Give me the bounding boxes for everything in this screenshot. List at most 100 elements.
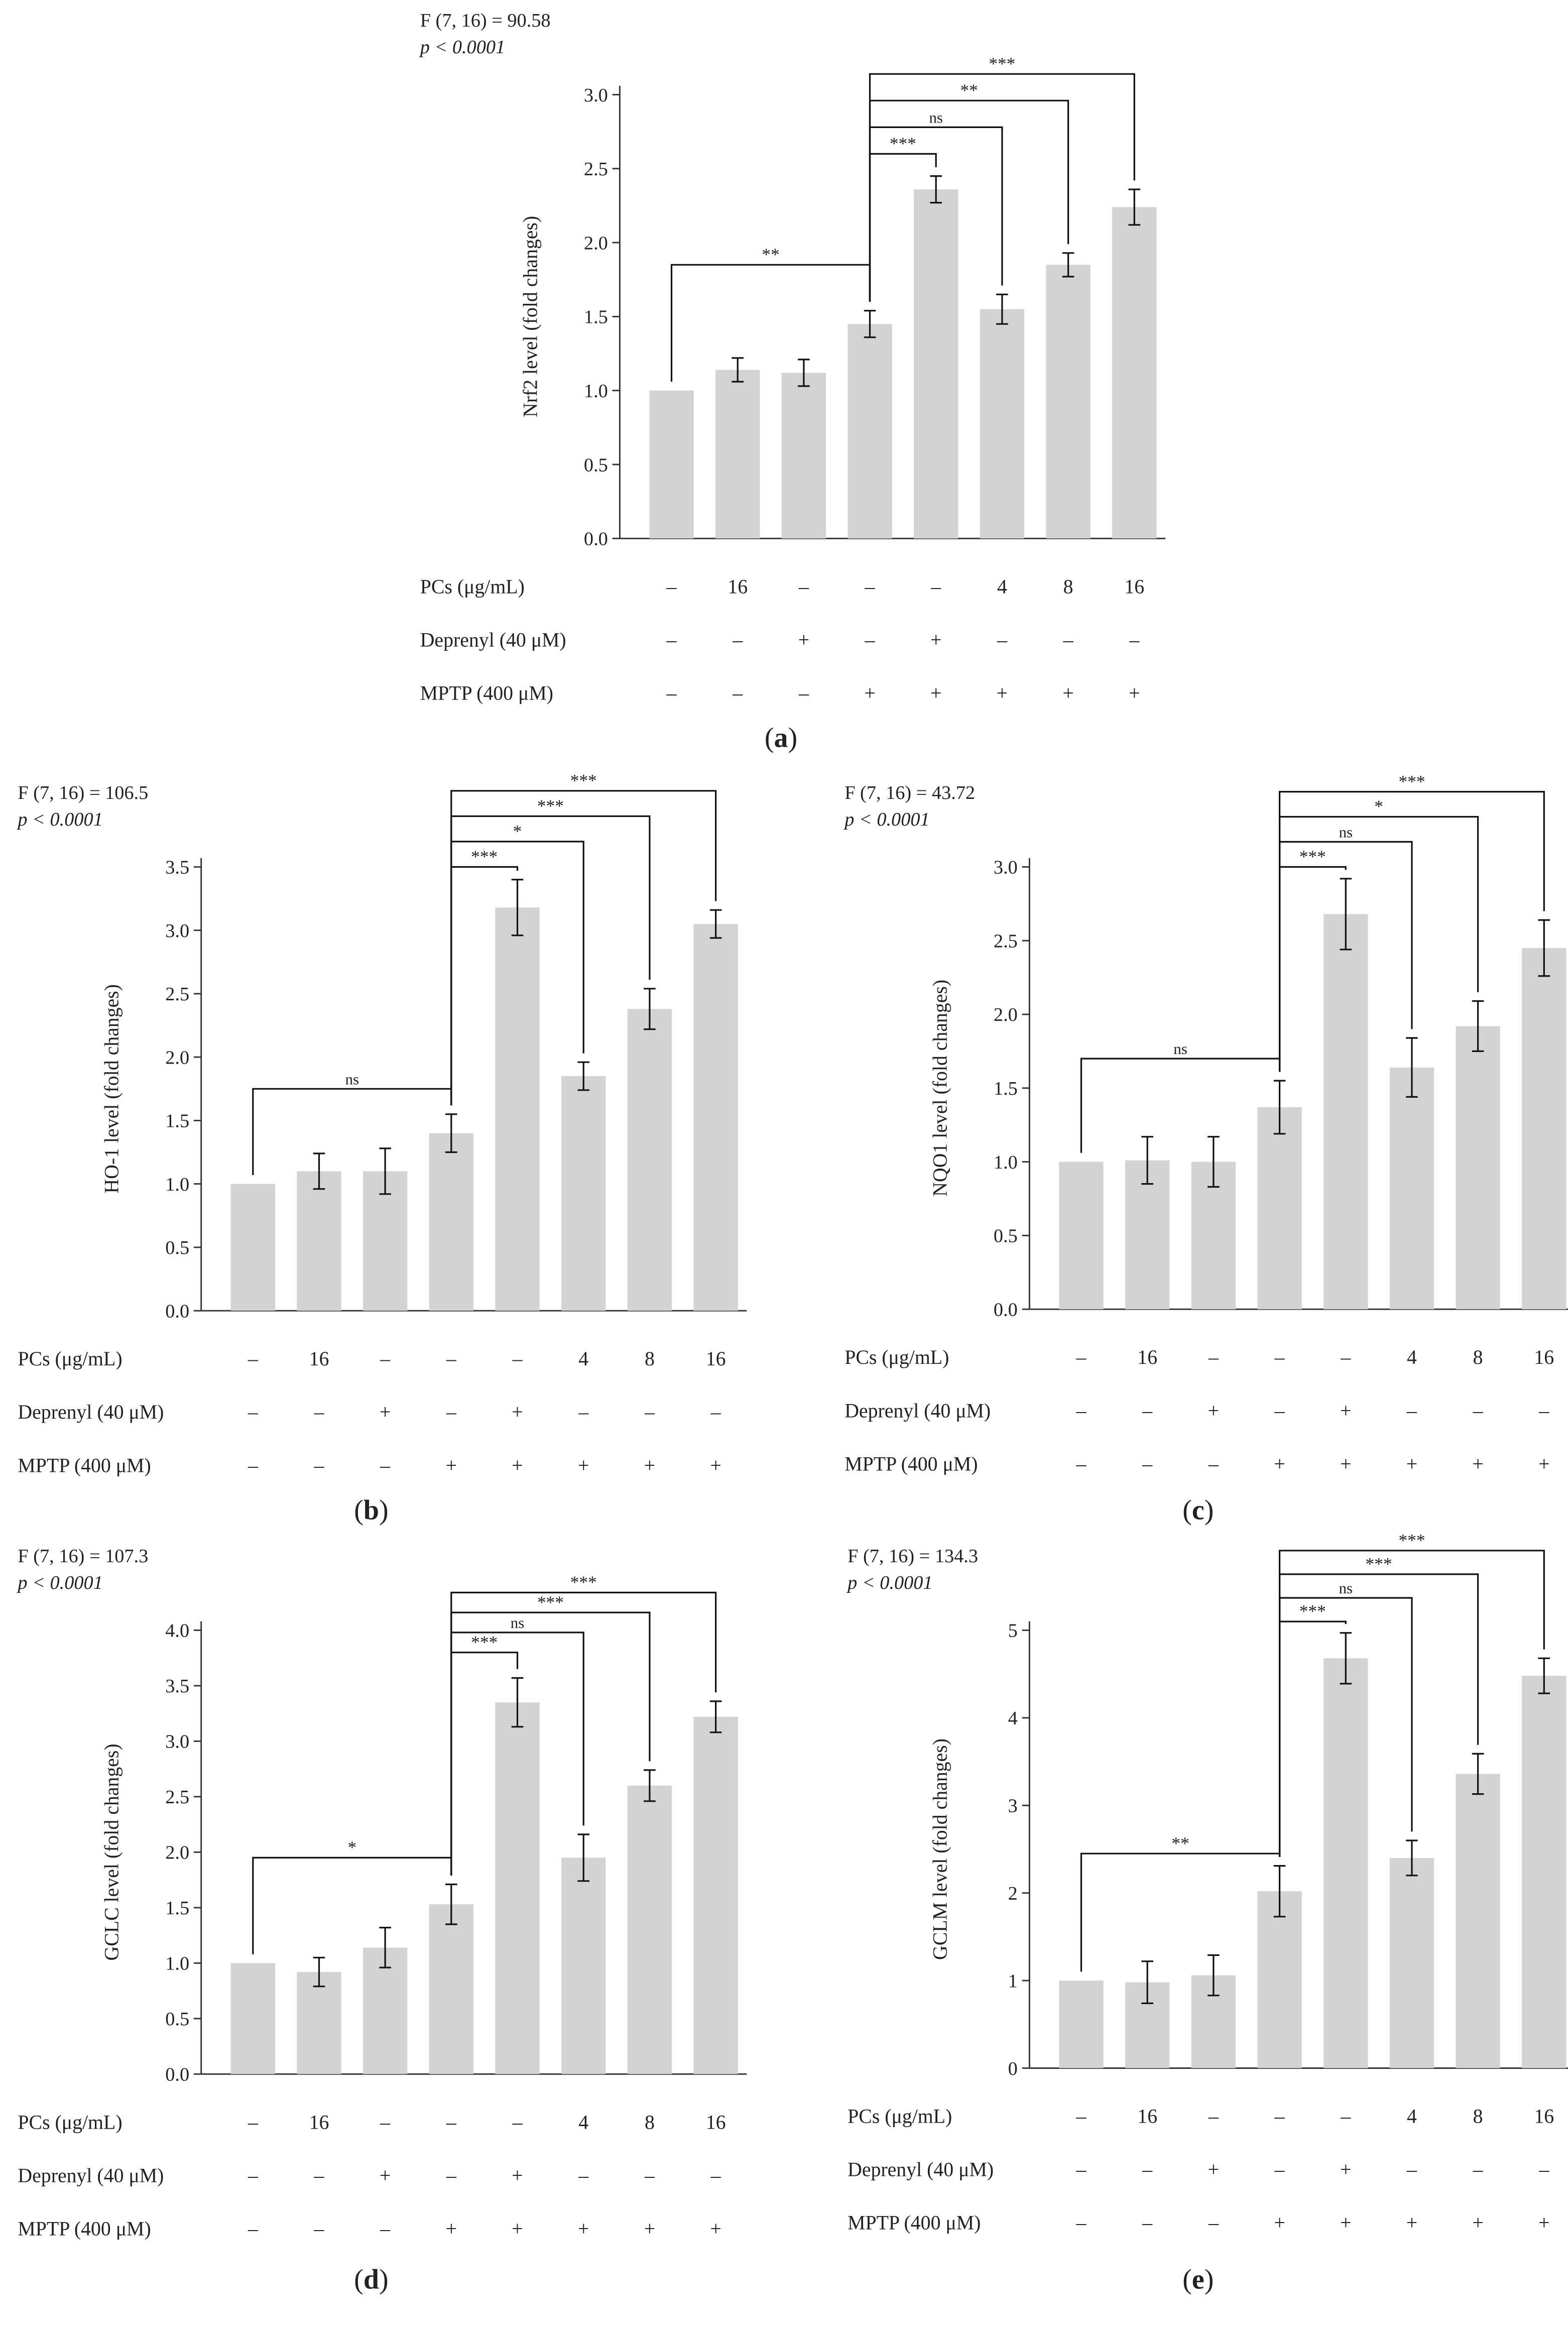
significance-label-2: *** (1299, 1601, 1326, 1621)
condition-mptp-1: – (1076, 2212, 1087, 2234)
significance-label-3: * (513, 821, 522, 841)
row-label-mptp: MPTP (400 μM) (848, 2212, 981, 2234)
bar-1 (230, 1184, 275, 1311)
condition-deprenyl-3: + (380, 2164, 391, 2186)
y-tick-label: 3.0 (165, 1731, 189, 1753)
stat-p-value: p < 0.0001 (419, 37, 505, 58)
condition-pcs-3: – (380, 1348, 391, 1370)
condition-pcs-2: 16 (309, 1348, 329, 1370)
bar-6 (1389, 1857, 1434, 2068)
condition-deprenyl-8: – (1538, 2159, 1549, 2181)
bar-7 (1456, 1774, 1500, 2068)
condition-deprenyl-7: – (1473, 1400, 1484, 1422)
condition-deprenyl-1: – (666, 629, 677, 651)
chart-panel-b: F (7, 16) = 106.5 p < 0.0001 0.0 0.5 1.0 1.5 2… (16, 770, 747, 1526)
condition-mptp-1: – (1076, 1453, 1087, 1475)
bar-8 (1522, 1676, 1566, 2068)
condition-deprenyl-3: + (798, 629, 809, 651)
row-label-pcs: PCs (μg/mL) (845, 1346, 949, 1368)
y-tick-label: 2 (1008, 1883, 1018, 1904)
significance-label-1: ** (762, 245, 779, 265)
y-tick-label: 1.0 (584, 381, 608, 402)
condition-deprenyl-5: + (1340, 1400, 1351, 1422)
y-tick-label: 3 (1008, 1796, 1018, 1817)
y-tick-label: 1.5 (165, 1898, 189, 1919)
condition-deprenyl-4: – (446, 2164, 457, 2186)
condition-mptp-8: + (1129, 682, 1140, 705)
significance-bracket-5 (450, 1591, 717, 1876)
chart-panel-e: F (7, 16) = 134.3 p < 0.0001 0 1 2 3 4 5 GCLM le… (846, 1530, 1568, 2295)
condition-mptp-6: + (1406, 1453, 1417, 1475)
row-label-pcs: PCs (μg/mL) (18, 2111, 122, 2133)
condition-deprenyl-2: – (1142, 1400, 1153, 1422)
stat-f-value: F (7, 16) = 43.72 (845, 782, 975, 803)
bar-4 (429, 1904, 473, 2074)
y-tick-label: 2.0 (584, 232, 608, 254)
condition-deprenyl-3: + (380, 1401, 391, 1423)
bar-1 (1059, 1161, 1104, 1310)
significance-label-2: *** (471, 1632, 498, 1652)
condition-deprenyl-3: + (1208, 1400, 1219, 1422)
condition-deprenyl-8: – (710, 2164, 721, 2186)
bar-8 (693, 1716, 738, 2074)
condition-deprenyl-4: – (446, 1401, 457, 1423)
significance-bracket-1 (670, 264, 871, 382)
condition-pcs-1: – (1076, 1346, 1087, 1368)
row-label-deprenyl: Deprenyl (40 μM) (18, 2164, 164, 2186)
condition-pcs-6: 4 (578, 2111, 588, 2133)
condition-mptp-2: – (1142, 2212, 1153, 2234)
significance-label-3: ns (1339, 1579, 1353, 1597)
condition-deprenyl-1: – (248, 2164, 259, 2186)
condition-mptp-8: + (1538, 2212, 1549, 2234)
condition-deprenyl-5: + (512, 2164, 523, 2186)
y-axis-label: HO-1 level (fold changes) (101, 984, 123, 1194)
significance-label-5: *** (570, 770, 597, 790)
condition-pcs-8: 16 (706, 1348, 726, 1370)
bar-7 (1456, 1026, 1500, 1310)
condition-pcs-7: 8 (1473, 2106, 1483, 2128)
significance-label-1: ** (1171, 1833, 1189, 1853)
bar-6 (1389, 1067, 1434, 1310)
condition-mptp-8: + (1538, 1453, 1549, 1475)
bar-4 (1257, 1891, 1302, 2068)
y-tick-label: 3.5 (165, 1676, 189, 1697)
bar-8 (1112, 207, 1157, 539)
y-tick-label: 4 (1008, 1708, 1018, 1729)
condition-deprenyl-8: – (710, 1401, 721, 1423)
condition-mptp-6: + (997, 682, 1008, 705)
significance-label-4: *** (537, 796, 564, 816)
condition-pcs-2: 16 (1137, 1346, 1157, 1368)
bar-2 (297, 1972, 341, 2074)
row-label-mptp: MPTP (400 μM) (18, 2218, 151, 2240)
y-tick-label: 0.5 (165, 1237, 189, 1258)
bar-4 (848, 324, 892, 539)
y-tick-label: 2.5 (994, 931, 1018, 952)
condition-deprenyl-2: – (314, 1401, 325, 1423)
condition-deprenyl-6: – (1406, 2159, 1417, 2181)
bar-7 (627, 1009, 672, 1311)
condition-mptp-1: – (248, 2218, 259, 2240)
row-label-pcs: PCs (μg/mL) (420, 575, 525, 598)
condition-deprenyl-5: + (930, 629, 941, 651)
y-tick-label: 1.0 (165, 1953, 189, 1974)
bar-8 (1522, 948, 1566, 1310)
significance-label-4: *** (537, 1592, 564, 1612)
bar-4 (1257, 1107, 1302, 1310)
y-tick-label: 0.5 (165, 2009, 189, 2030)
condition-deprenyl-6: – (578, 2164, 589, 2186)
significance-bracket-1 (252, 1088, 452, 1175)
significance-bracket-1 (1080, 1852, 1281, 1972)
condition-pcs-1: – (248, 1348, 259, 1370)
condition-mptp-4: + (864, 682, 875, 705)
condition-mptp-3: – (798, 682, 809, 705)
significance-label-5: *** (570, 1572, 597, 1592)
condition-mptp-8: + (710, 2218, 721, 2240)
condition-pcs-7: 8 (1063, 575, 1073, 598)
chart-panel-c: F (7, 16) = 43.72 p < 0.0001 0.0 0.5 1.0 1.5 2… (843, 771, 1568, 1526)
condition-pcs-4: – (446, 2111, 457, 2133)
y-tick-label: 2.5 (165, 984, 189, 1005)
significance-label-4: * (1374, 796, 1383, 817)
panel-caption: (a) (765, 723, 797, 754)
